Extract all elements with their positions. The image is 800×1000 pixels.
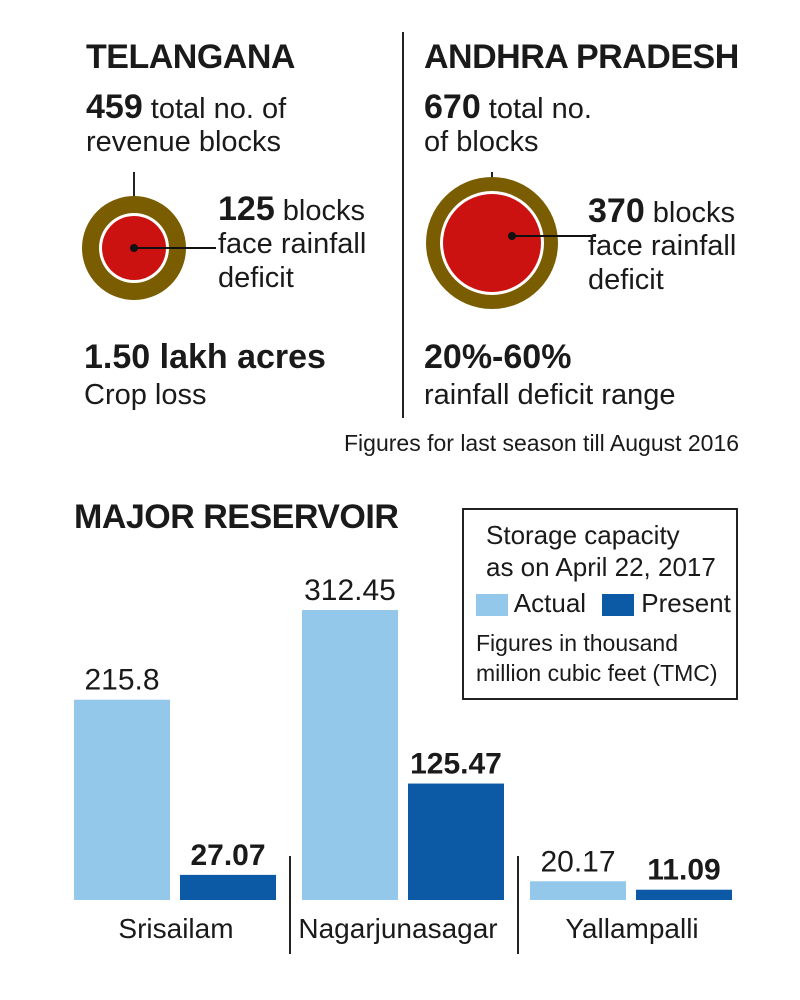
telangana-crop-loss-value: 1.50 lakh acres — [84, 338, 326, 376]
category-label-nagarjunasagar: Nagarjunasagar — [298, 913, 497, 944]
telangana-title: TELANGANA — [86, 38, 295, 76]
bar-present-srisailam — [180, 874, 276, 900]
telangana-deficit-text-2: face rainfall — [218, 228, 367, 260]
bar-present-nagarjunasagar — [408, 783, 504, 900]
bar-actual-srisailam — [74, 699, 170, 900]
andhra-deficit-value: 370 — [588, 192, 645, 230]
state-divider — [402, 32, 404, 418]
data-label-present-yallampalli: 11.09 — [647, 854, 720, 887]
legend-note-2: million cubic feet (TMC) — [476, 660, 718, 686]
andhra-deficit-text-1: blocks — [652, 197, 735, 229]
andhra-title: ANDHRA PRADESH — [424, 38, 739, 76]
data-label-actual-nagarjunasagar: 312.45 — [304, 574, 396, 607]
andhra-total-text-2: of blocks — [424, 126, 539, 158]
andhra-deficit-circle — [443, 194, 541, 292]
reservoir-bar-chart: 215.8 27.07 Srisailam 312.45 125.47 Nagarjuna… — [74, 574, 732, 954]
legend-note-1: Figures in thousand — [476, 630, 679, 656]
telangana-deficit-text-1: blocks — [282, 195, 365, 227]
legend-swatch-present — [602, 594, 634, 617]
category-label-srisailam: Srisailam — [118, 913, 233, 944]
category-label-yallampalli: Yallampalli — [565, 913, 698, 944]
data-label-present-srisailam: 27.07 — [190, 839, 265, 872]
data-label-present-nagarjunasagar: 125.47 — [410, 748, 502, 781]
bar-actual-nagarjunasagar — [302, 610, 398, 900]
legend-label-present: Present — [641, 588, 731, 618]
andhra-total-value: 670 — [424, 88, 481, 126]
telangana-total-text-1: total no. of — [150, 93, 287, 125]
telangana-crop-loss-label: Crop loss — [84, 379, 207, 411]
chart-legend: Storage capacity as on April 22, 2017 Ac… — [462, 508, 738, 700]
andhra-blocks-donut — [426, 172, 596, 309]
legend-item-actual: Actual — [476, 588, 586, 619]
data-label-actual-yallampalli: 20.17 — [540, 845, 615, 878]
bar-actual-yallampalli — [530, 881, 626, 900]
legend-swatch-actual — [476, 594, 508, 617]
legend-title-1: Storage capacity — [486, 520, 680, 550]
legend-title-2: as on April 22, 2017 — [486, 552, 716, 582]
legend-item-present: Present — [602, 588, 731, 619]
andhra-total-text-1: total no. — [488, 93, 592, 125]
andhra-deficit-line1: 370 blocks — [588, 194, 735, 230]
andhra-deficit-range-label: rainfall deficit range — [424, 379, 676, 411]
telangana-total-line1: 459 total no. of — [86, 90, 286, 126]
telangana-deficit-line1: 125 blocks — [218, 192, 365, 228]
telangana-blocks-donut — [82, 172, 216, 300]
andhra-deficit-text-2: face rainfall — [588, 230, 737, 262]
andhra-deficit-range-value: 20%-60% — [424, 338, 572, 376]
data-label-actual-srisailam: 215.8 — [84, 664, 159, 697]
telangana-deficit-text-3: deficit — [218, 262, 294, 294]
telangana-total-text-2: revenue blocks — [86, 126, 282, 158]
legend-label-actual: Actual — [513, 588, 587, 618]
footnote: Figures for last season till August 2016 — [344, 430, 740, 456]
reservoir-title: MAJOR RESERVOIR — [74, 498, 399, 536]
andhra-total-line1: 670 total no. — [424, 90, 592, 126]
bar-present-yallampalli — [636, 889, 732, 900]
andhra-deficit-text-3: deficit — [588, 264, 664, 296]
telangana-deficit-value: 125 — [218, 190, 275, 228]
telangana-total-value: 459 — [86, 88, 143, 126]
